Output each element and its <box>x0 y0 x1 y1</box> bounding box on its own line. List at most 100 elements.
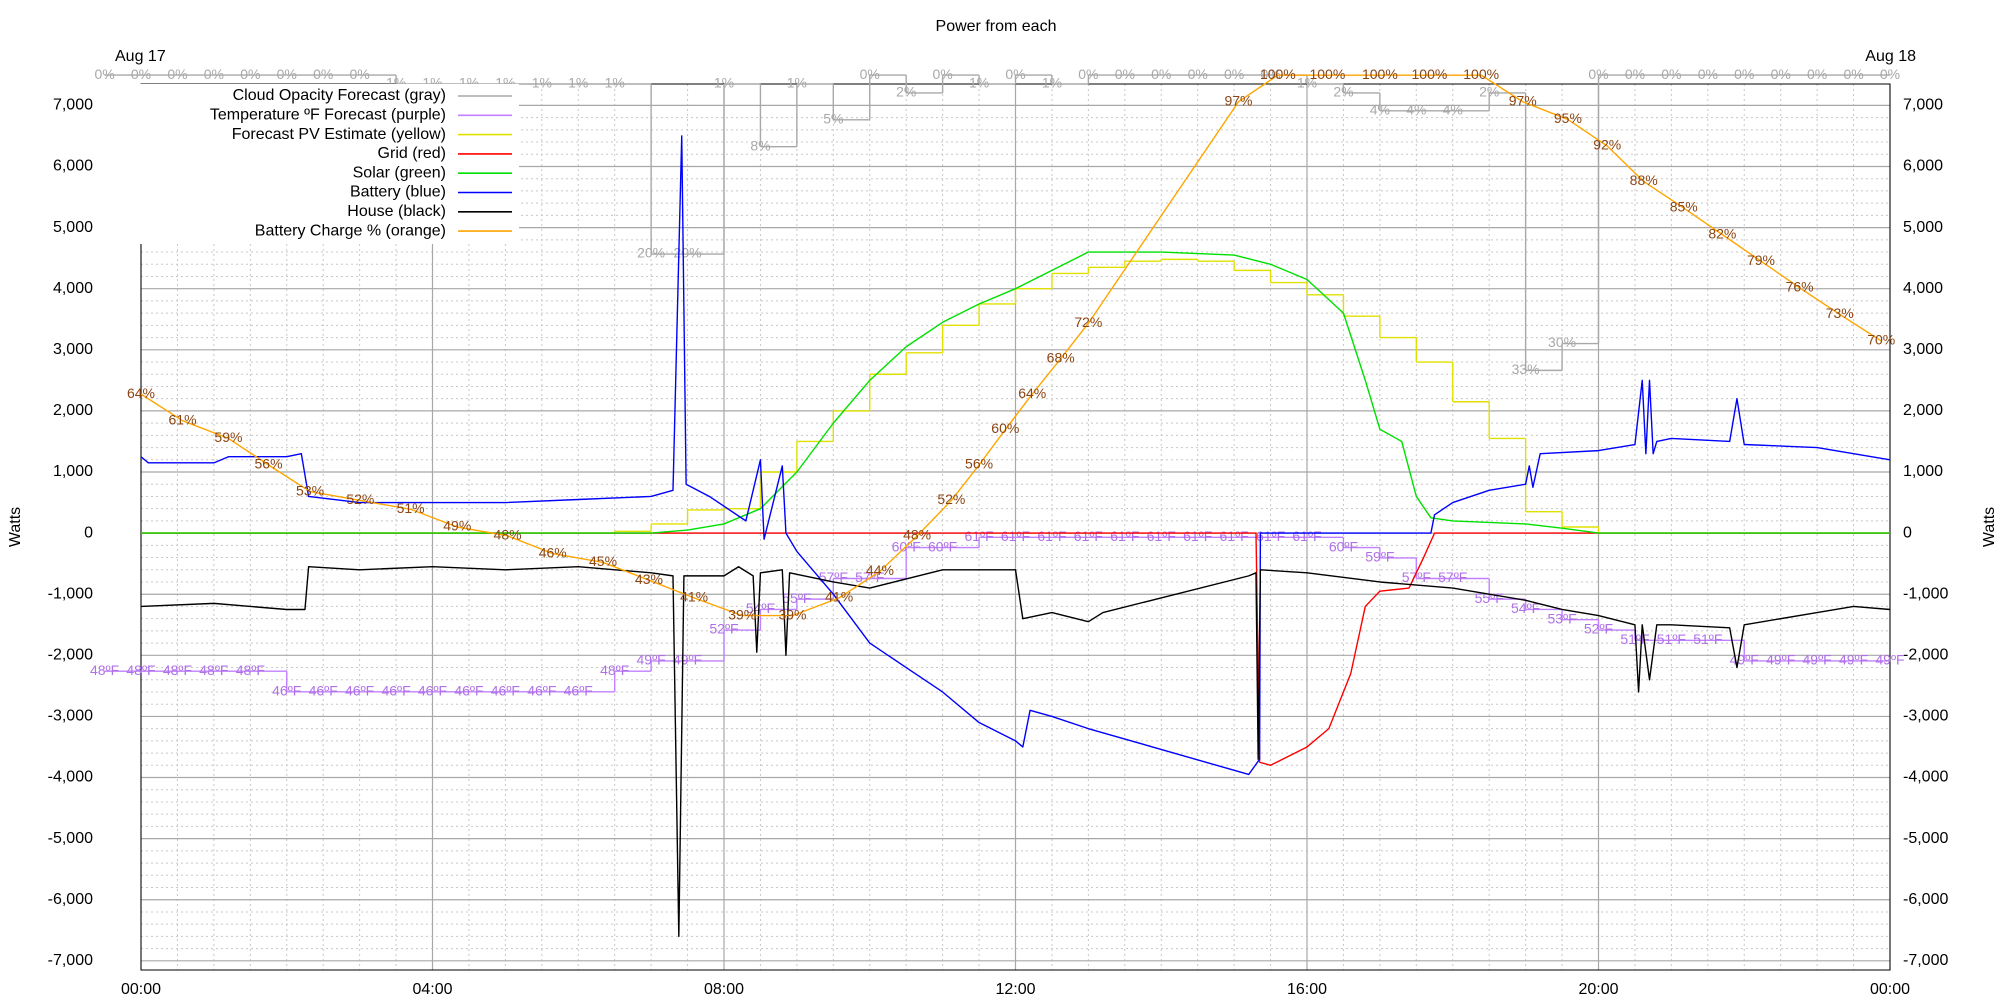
y2-tick-label: 1,000 <box>1903 463 1943 480</box>
value-label: 48ºF <box>236 662 265 678</box>
value-label: 46ºF <box>381 683 410 699</box>
value-label: 49% <box>443 518 471 534</box>
y-tick-label: -4,000 <box>48 769 93 786</box>
value-label: 48ºF <box>90 662 119 678</box>
y2-tick-label: -7,000 <box>1903 952 1948 969</box>
value-label: 61ºF <box>1183 528 1212 544</box>
value-label: 8% <box>750 137 770 153</box>
value-label: 51ºF <box>1693 631 1722 647</box>
value-label: 33% <box>1512 361 1540 377</box>
value-label: 0% <box>1588 66 1608 82</box>
y-axis-label: Watts <box>7 507 24 547</box>
value-label: 88% <box>1630 172 1658 188</box>
value-label: 46ºF <box>418 683 447 699</box>
x-tick-label: 08:00 <box>704 981 744 998</box>
value-label: 49ºF <box>1875 652 1904 668</box>
value-label: 0% <box>1734 66 1754 82</box>
y-tick-label: 7,000 <box>53 97 93 114</box>
value-label: 57ºF <box>819 569 848 585</box>
value-label: 52ºF <box>709 621 738 637</box>
value-label: 49ºF <box>1766 652 1795 668</box>
series-line <box>140 135 1891 776</box>
y2-tick-label: -4,000 <box>1903 769 1948 786</box>
value-label: 57ºF <box>1438 569 1467 585</box>
value-label: 43% <box>635 571 663 587</box>
value-label: 4% <box>1406 102 1426 118</box>
value-label: 1% <box>969 75 989 91</box>
value-label: 64% <box>1018 385 1046 401</box>
chart-title: Power from each <box>936 18 1057 35</box>
value-label: 0% <box>860 66 880 82</box>
value-label: 92% <box>1593 137 1621 153</box>
y2-tick-label: 5,000 <box>1903 219 1943 236</box>
value-label: 54ºF <box>1511 600 1540 616</box>
value-label: 0% <box>94 66 114 82</box>
value-label: 60% <box>991 420 1019 436</box>
value-label: 56% <box>965 456 993 472</box>
value-label: 5% <box>823 111 843 127</box>
value-label: 85% <box>1670 199 1698 215</box>
value-label: 2% <box>1479 84 1499 100</box>
y-tick-label: -6,000 <box>48 891 93 908</box>
y2-tick-label: -6,000 <box>1903 891 1948 908</box>
value-label: 48ºF <box>199 662 228 678</box>
value-label: 100% <box>1309 66 1345 82</box>
value-label: 0% <box>277 66 297 82</box>
legend-label: Battery Charge % (orange) <box>255 222 446 239</box>
value-label: 48% <box>494 527 522 543</box>
value-label: 61ºF <box>1292 528 1321 544</box>
legend-label: Solar (green) <box>353 164 446 181</box>
series-line <box>140 566 1891 938</box>
y2-tick-label: -3,000 <box>1903 708 1948 725</box>
value-label: 0% <box>313 66 333 82</box>
x-tick-label: 04:00 <box>412 981 452 998</box>
value-label: 61ºF <box>1147 528 1176 544</box>
value-label: 49ºF <box>673 652 702 668</box>
value-label: 0% <box>167 66 187 82</box>
legend-box <box>114 84 519 244</box>
value-label: 57ºF <box>1402 569 1431 585</box>
y2-tick-label: -5,000 <box>1903 830 1948 847</box>
legend-label: Grid (red) <box>378 145 446 162</box>
value-label: 54ºF <box>746 600 775 616</box>
y-tick-label: -1,000 <box>48 585 93 602</box>
y2-tick-label: 0 <box>1903 524 1912 541</box>
y2-tick-label: 3,000 <box>1903 341 1943 358</box>
value-label: 70% <box>1867 332 1895 348</box>
value-label: 46ºF <box>527 683 556 699</box>
y2-tick-label: 6,000 <box>1903 158 1943 175</box>
value-label: 52% <box>346 491 374 507</box>
value-label: 0% <box>1625 66 1645 82</box>
value-label: 61ºF <box>1037 528 1066 544</box>
x-tick-label: 00:00 <box>1870 981 1910 998</box>
value-label: 4% <box>1370 102 1390 118</box>
y2-tick-label: 2,000 <box>1903 402 1943 419</box>
value-label: 61ºF <box>964 528 993 544</box>
value-label: 46ºF <box>345 683 374 699</box>
value-label: 72% <box>1074 314 1102 330</box>
y2-tick-label: 4,000 <box>1903 280 1943 297</box>
value-label: 0% <box>1115 66 1135 82</box>
y2-axis-label: Watts <box>1981 507 1998 547</box>
value-label: 41% <box>825 589 853 605</box>
value-label: 68% <box>1047 349 1075 365</box>
value-label: 55ºF <box>1475 590 1504 606</box>
value-label: 100% <box>1412 66 1448 82</box>
value-label: 46ºF <box>272 683 301 699</box>
value-label: 1% <box>605 75 625 91</box>
value-label: 59ºF <box>1365 549 1394 565</box>
value-label: 1% <box>714 75 734 91</box>
value-label: 48ºF <box>163 662 192 678</box>
value-label: 0% <box>1078 66 1098 82</box>
legend-label: Forecast PV Estimate (yellow) <box>232 126 446 143</box>
value-label: 56% <box>255 456 283 472</box>
value-label: 0% <box>204 66 224 82</box>
legend-label: Battery (blue) <box>350 184 446 201</box>
y-tick-label: -3,000 <box>48 708 93 725</box>
value-label: 0% <box>933 66 953 82</box>
value-label: 1% <box>532 75 552 91</box>
value-label: 41% <box>680 589 708 605</box>
value-label: 95% <box>1554 110 1582 126</box>
legend-label: Cloud Opacity Forecast (gray) <box>233 87 446 104</box>
